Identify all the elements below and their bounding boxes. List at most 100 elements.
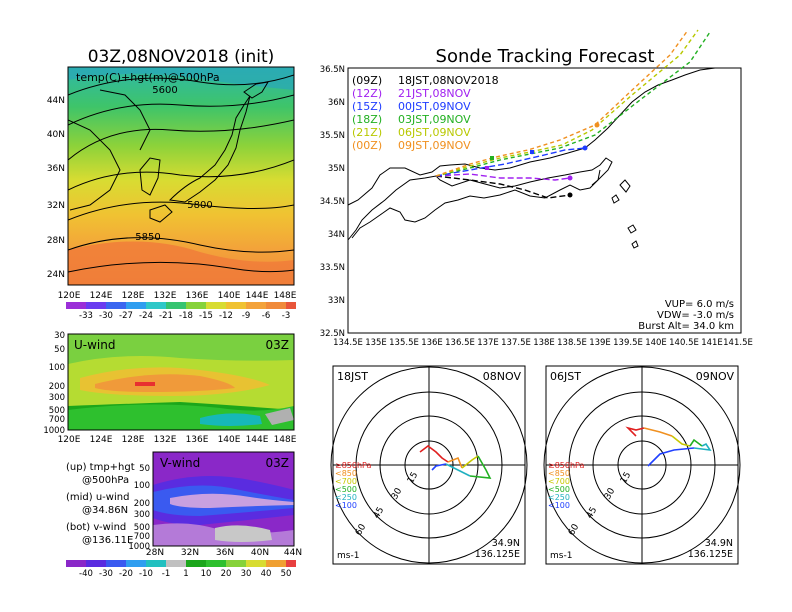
hodo2-unit: ms-1 xyxy=(550,551,572,561)
p-tick: 50 xyxy=(139,464,150,474)
lon-tick: 136.5E xyxy=(445,338,475,348)
temp-colorbar xyxy=(66,302,296,309)
lon-tick: 139.5E xyxy=(613,338,643,348)
hodo1-lat: 34.9N xyxy=(492,538,520,549)
colorbar-label: -9 xyxy=(242,311,250,321)
lon-tick: 132E xyxy=(154,435,177,445)
u-wind-lon-ticks: 120E 124E 128E 132E 136E 140E 144E 148E xyxy=(58,435,297,445)
lat-tick: 33N xyxy=(328,296,345,306)
hodo-trace-2b xyxy=(643,427,673,437)
p-tick: 300 xyxy=(49,393,65,403)
hodo-trace-1f xyxy=(431,463,447,471)
tracking-lat-ticks: 36.5N 36N 35.5N 35N 34.5N 34N 33.5N 33N … xyxy=(320,65,345,339)
hodo-trace-2 xyxy=(625,426,645,437)
legend-text-09z: 18JST,08NOV2018 xyxy=(398,74,499,87)
hodo-legend-item: ≥850hPa xyxy=(335,461,372,470)
colorbar-label: -30 xyxy=(99,569,113,579)
lat-tick: 24N xyxy=(47,270,65,280)
wind-colorbar xyxy=(66,560,296,567)
lon-tick: 148E xyxy=(274,291,297,301)
burst-point-12z xyxy=(567,175,573,181)
v-wind-field xyxy=(153,452,294,546)
lat-tick: 40N xyxy=(251,548,269,558)
trajectory-15z xyxy=(435,147,586,177)
hodo-trace-2c xyxy=(671,435,691,447)
hodo-trace-2d xyxy=(689,438,703,447)
hodo-trace-1d xyxy=(469,455,492,479)
hodo1-lon: 136.125E xyxy=(475,549,520,560)
colorbar-label: -3 xyxy=(282,311,290,321)
lon-tick: 148E xyxy=(274,435,297,445)
legend-text-12z: 21JST,08NOV xyxy=(398,87,471,100)
legend-code-09z: (09Z) xyxy=(352,74,382,87)
legend-code-15z: (15Z) xyxy=(352,100,382,113)
lat-tick: 34N xyxy=(328,230,345,240)
lon-tick: 136E xyxy=(421,338,443,348)
lon-tick: 140E xyxy=(645,338,667,348)
lon-tick: 137E xyxy=(477,338,499,348)
colorbar-label: -24 xyxy=(139,311,153,321)
colorbar-label: -1 xyxy=(162,569,170,579)
lat-tick: 40N xyxy=(47,130,65,140)
hodograph-1 xyxy=(330,365,528,565)
colorbar-label: -40 xyxy=(79,569,93,579)
hodo2-lon: 136.125E xyxy=(688,549,733,560)
contour-label-5800: 5800 xyxy=(187,200,212,211)
legend-bot-2: @136.11E xyxy=(82,535,133,546)
p-tick: 300 xyxy=(134,510,150,520)
lon-tick: 132E xyxy=(154,291,177,301)
wind-colorbar-labels: -40 -30 -20 -10 -1 1 10 20 30 40 50 xyxy=(79,569,291,579)
p-tick: 100 xyxy=(134,481,150,491)
trajectory-endpoints xyxy=(485,122,600,198)
lon-tick: 144E xyxy=(246,291,269,301)
lon-tick: 136E xyxy=(186,291,209,301)
colorbar-label: 20 xyxy=(221,569,232,579)
panel-legend: (up) tmp+hgt @500hPa (mid) u-wind @34.86… xyxy=(66,462,135,546)
colorbar-label: 30 xyxy=(241,569,252,579)
lon-tick: 124E xyxy=(90,291,113,301)
burst-point-15z xyxy=(582,145,588,151)
trajectory-00z xyxy=(435,29,689,177)
hodo-legend-item: <250 xyxy=(548,493,570,502)
hodo-legend-item: <500 xyxy=(548,485,570,494)
colorbar-label: 1 xyxy=(183,569,188,579)
map-lon-ticks: 120E 124E 128E 132E 136E 140E 144E 148E xyxy=(58,291,297,301)
hodo1-unit: ms-1 xyxy=(337,551,359,561)
hodo-trace-2e xyxy=(693,442,712,452)
lat-tick: 32N xyxy=(47,201,65,211)
lon-tick: 128E xyxy=(122,291,145,301)
hodo2-lat: 34.9N xyxy=(705,538,733,549)
ring-label: 45 xyxy=(585,506,599,521)
vdw-text: VDW= -3.0 m/s xyxy=(657,310,734,321)
contour-label-5600: 5600 xyxy=(152,85,177,96)
hodo-legend-item: <500 xyxy=(335,485,357,494)
hodo-legend-item: <850 xyxy=(548,469,570,478)
contour-label-5850: 5850 xyxy=(135,232,160,243)
p-tick: 1000 xyxy=(43,426,65,436)
colorbar-label: -20 xyxy=(119,569,133,579)
p-tick: 200 xyxy=(49,382,65,392)
colorbar-label: -30 xyxy=(99,311,113,321)
tracking-params: VUP= 6.0 m/s VDW= -3.0 m/s Burst Alt= 34… xyxy=(638,299,734,332)
legend-text-15z: 00JST,09NOV xyxy=(398,100,471,113)
legend-code-18z: (18Z) xyxy=(352,113,382,126)
legend-up-1: (up) tmp+hgt xyxy=(66,462,135,473)
p-tick: 500 xyxy=(49,406,65,416)
legend-code-12z: (12Z) xyxy=(352,87,382,100)
colorbar-label: -33 xyxy=(79,311,93,321)
colorbar-label: 40 xyxy=(261,569,272,579)
hodo-legend-item: <850 xyxy=(335,469,357,478)
lon-tick: 128E xyxy=(122,435,145,445)
u-wind-time: 03Z xyxy=(266,338,290,352)
legend-code-00z: (00Z) xyxy=(352,139,382,152)
lon-tick: 120E xyxy=(58,291,81,301)
lon-tick: 141E xyxy=(701,338,723,348)
left-title: 03Z,08NOV2018 (init) xyxy=(88,47,275,67)
legend-up-2: @500hPa xyxy=(82,475,129,486)
tracking-coastline xyxy=(347,67,716,249)
lat-tick: 34.5N xyxy=(320,197,345,207)
hodo-trace-1e xyxy=(445,463,471,477)
colorbar-label: -21 xyxy=(159,311,173,321)
lon-tick: 135.5E xyxy=(389,338,419,348)
ring-label: 15 xyxy=(619,471,633,486)
